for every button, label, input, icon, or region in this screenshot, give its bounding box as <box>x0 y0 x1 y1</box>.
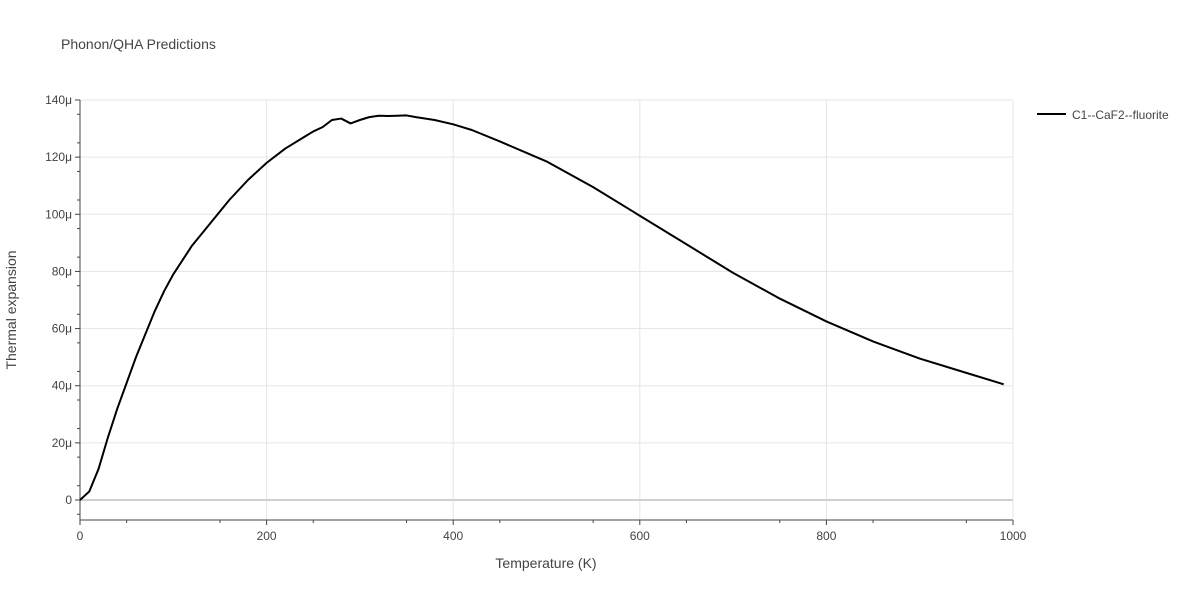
x-tick-label: 1000 <box>1000 529 1027 543</box>
x-tick-label: 600 <box>630 529 650 543</box>
legend[interactable]: C1--CaF2--fluorite <box>1037 108 1169 122</box>
y-tick-label: 40μ <box>52 379 72 393</box>
y-tick-label: 120μ <box>45 150 72 164</box>
y-axis-title: Thermal expansion <box>3 250 19 369</box>
x-tick-label: 800 <box>816 529 836 543</box>
series-line <box>79 114 1004 501</box>
y-tick-label: 0 <box>65 493 72 507</box>
legend-label: C1--CaF2--fluorite <box>1072 108 1169 122</box>
y-tick-label: 140μ <box>45 93 72 107</box>
x-tick-label: 400 <box>443 529 463 543</box>
x-tick-label: 0 <box>77 529 84 543</box>
y-tick-label: 20μ <box>52 436 72 450</box>
grid-lines <box>80 99 1014 520</box>
chart-title: Phonon/QHA Predictions <box>61 36 216 52</box>
plot-area <box>79 114 1004 501</box>
x-axis-title: Temperature (K) <box>495 555 596 571</box>
x-tick-label: 200 <box>257 529 277 543</box>
y-tick-label: 80μ <box>52 264 72 278</box>
axes: 0 200 400 600 800 1000 0 20μ 40μ 60μ 80μ 100μ 120μ 14… <box>45 93 1027 543</box>
y-tick-label: 60μ <box>52 322 72 336</box>
y-tick-label: 100μ <box>45 207 72 221</box>
